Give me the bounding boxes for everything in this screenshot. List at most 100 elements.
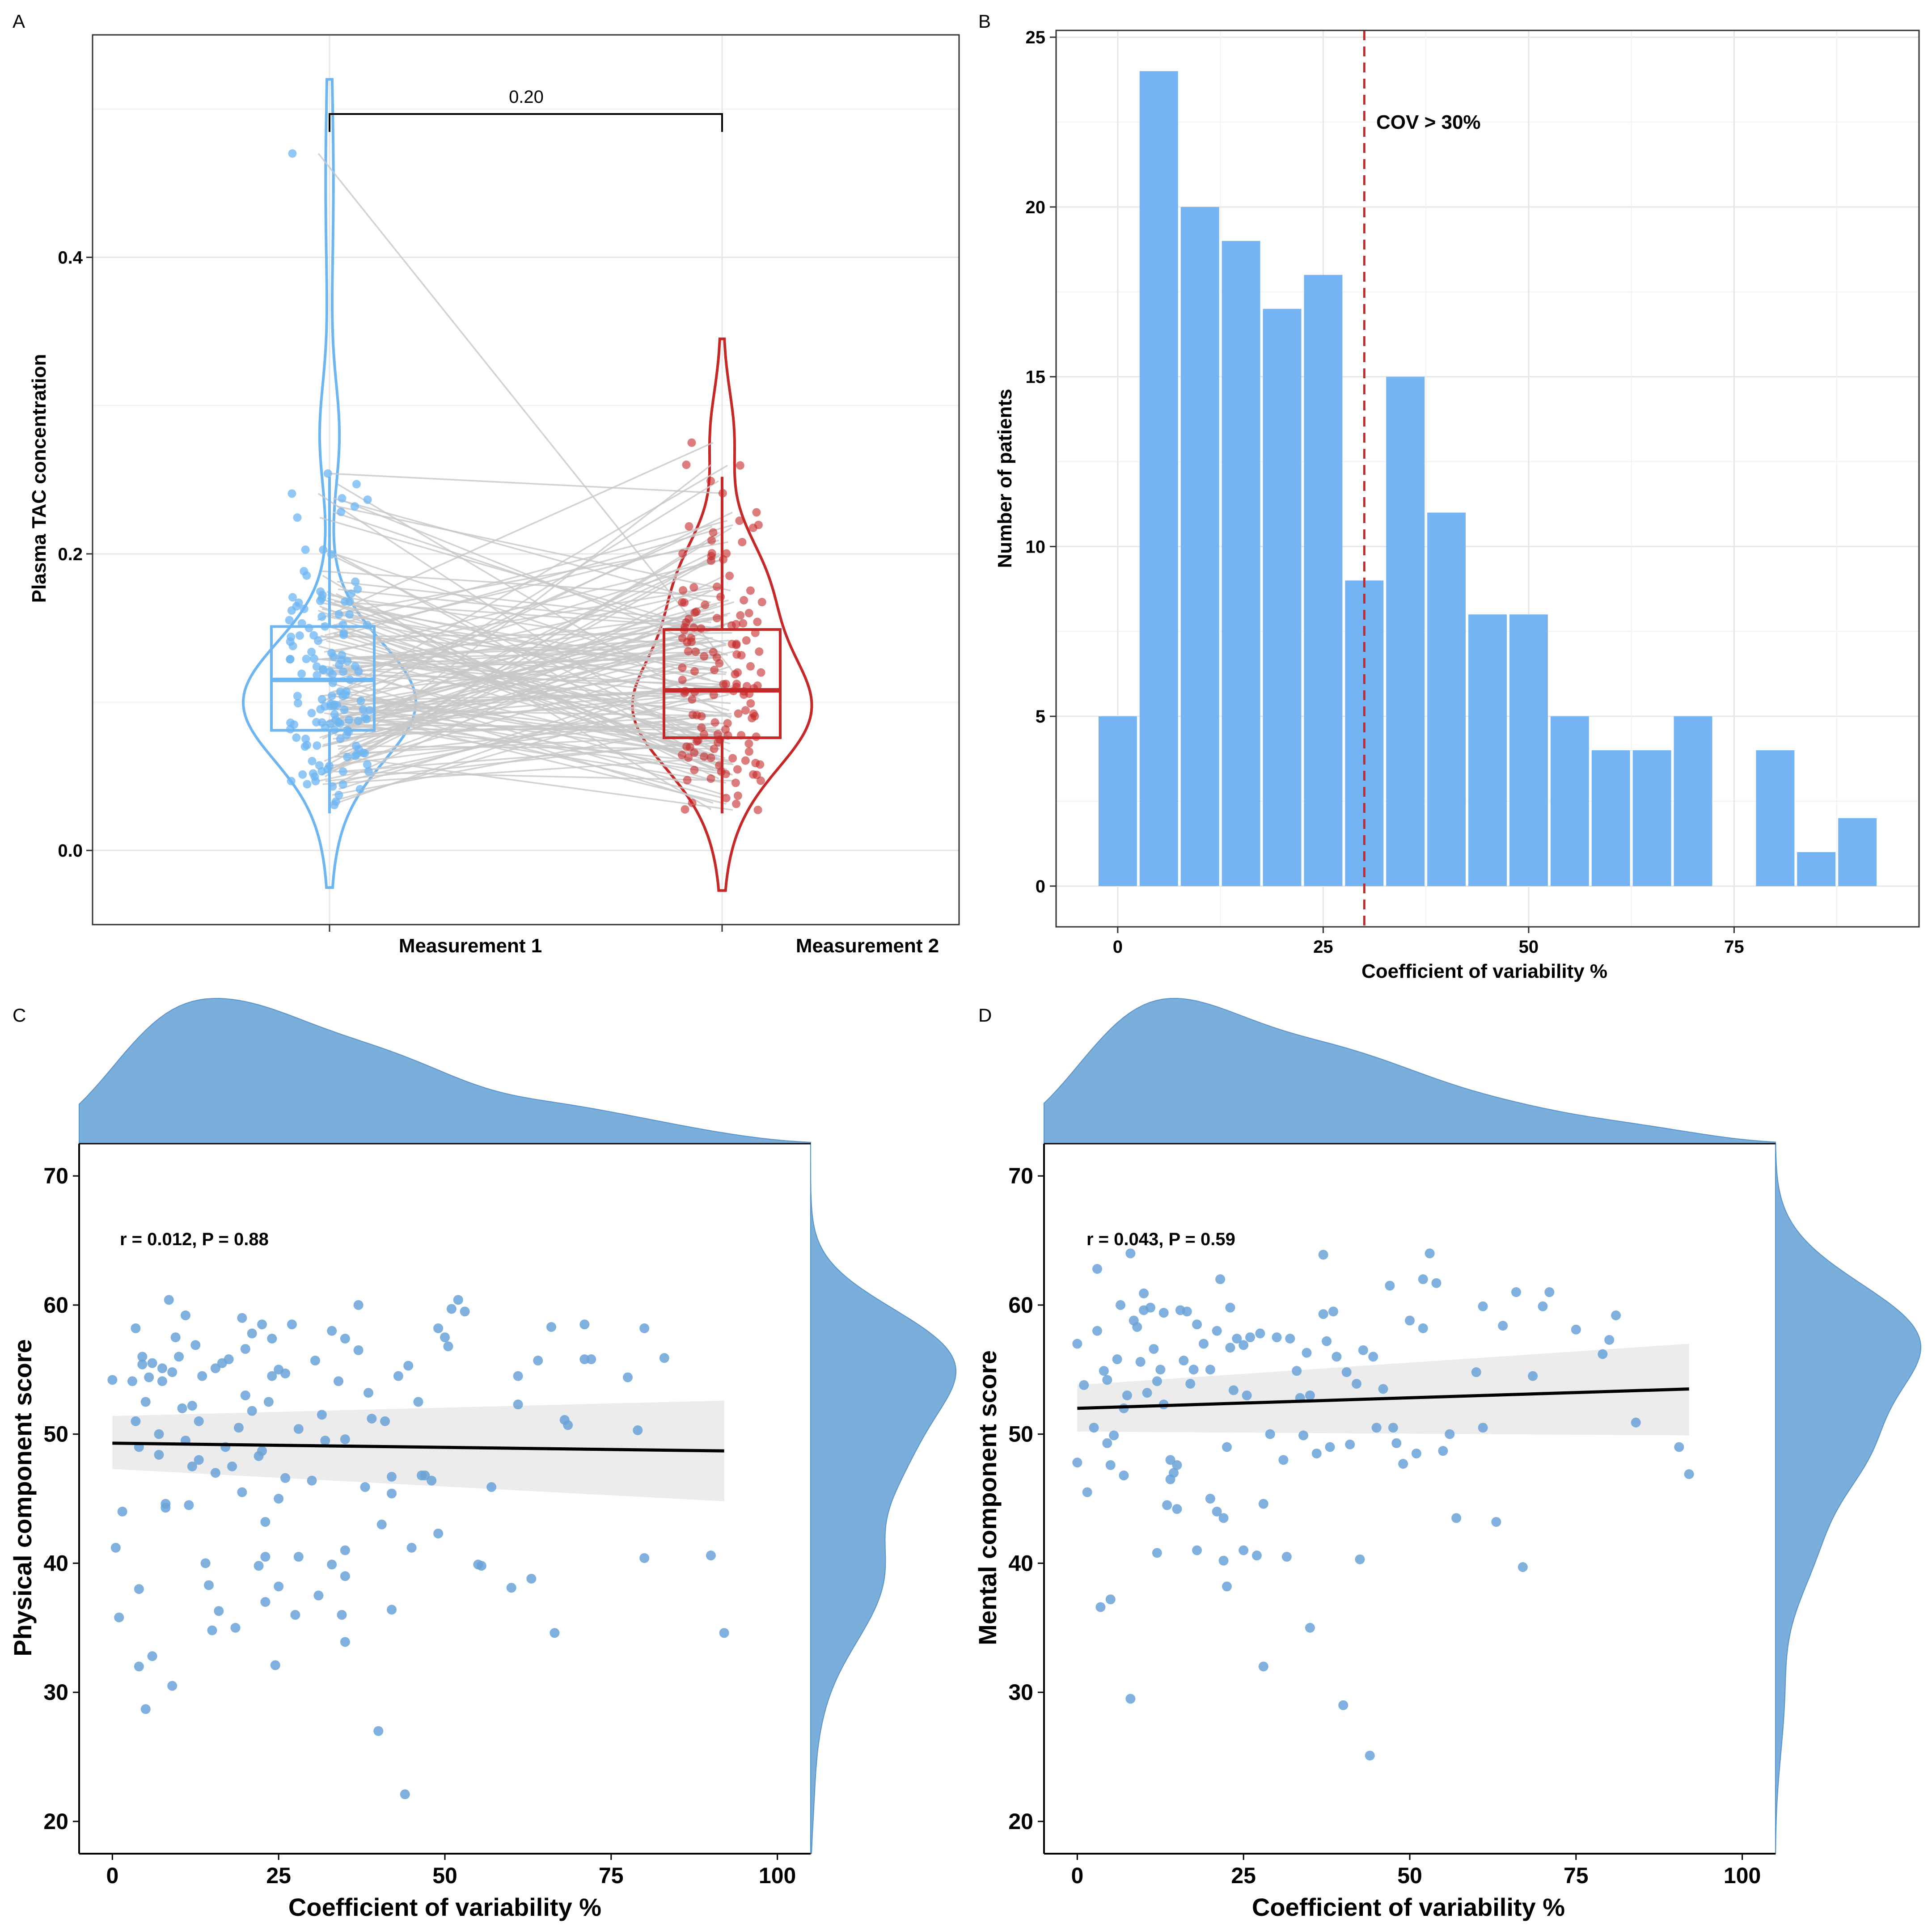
panel-label-b: B	[978, 11, 991, 32]
d-point	[1165, 1455, 1175, 1465]
a-pair-line	[322, 549, 710, 681]
c-point	[400, 1789, 410, 1800]
a-point-m2	[728, 754, 737, 763]
a-point-m1	[297, 669, 306, 678]
c-point	[267, 1371, 277, 1381]
a-pair-line	[334, 770, 734, 782]
a-point-m2	[753, 681, 762, 690]
a-point-m1	[352, 480, 361, 489]
a-point-m1	[315, 761, 324, 770]
d-point	[1302, 1348, 1312, 1358]
a-point-m2	[709, 690, 718, 699]
b-bar	[1632, 750, 1671, 886]
c-point	[134, 1661, 144, 1672]
a-point-m1	[331, 715, 340, 724]
c-point	[207, 1625, 217, 1635]
d-point	[1205, 1365, 1215, 1375]
c-fit-line	[112, 1441, 724, 1453]
c-ytick-label: 40	[43, 1551, 68, 1576]
a-pair-line	[317, 693, 729, 782]
d-point	[1112, 1354, 1122, 1365]
b-bars	[1098, 71, 1877, 886]
c-point	[154, 1429, 164, 1439]
d-point	[1109, 1430, 1119, 1441]
a-point-m1	[343, 752, 352, 761]
a-point-m2	[736, 461, 744, 470]
d-point	[1598, 1349, 1608, 1359]
a-point-m2	[719, 680, 728, 689]
a-ytick-label: 0.4	[58, 248, 83, 268]
d-point	[1438, 1446, 1448, 1456]
c-point	[170, 1332, 181, 1343]
a-pair-line	[327, 698, 724, 799]
d-point	[1684, 1469, 1694, 1479]
a-point-m2	[707, 549, 716, 558]
a-ytick-label: 0.0	[58, 841, 83, 861]
c-point	[533, 1356, 543, 1366]
a-pair-line	[317, 690, 711, 724]
a-point-m1	[301, 734, 310, 743]
a-point-m2	[748, 714, 757, 723]
d-point	[1225, 1302, 1235, 1313]
d-point	[1511, 1287, 1521, 1297]
c-point	[204, 1580, 214, 1590]
a-ytick-label: 0.2	[58, 545, 83, 564]
panel-a: A 0.20 0.0 0.2 0.4 Measurement 1 Measureme…	[13, 11, 960, 957]
d-point	[1611, 1310, 1621, 1321]
d-point	[1518, 1562, 1528, 1572]
c-point	[380, 1416, 390, 1426]
a-point-m1	[295, 631, 304, 640]
c-point	[433, 1323, 444, 1333]
d-point	[1451, 1513, 1462, 1523]
d-point	[1192, 1319, 1202, 1330]
d-point	[1139, 1288, 1149, 1298]
b-xtick-label: 50	[1519, 937, 1539, 957]
a-point-m2	[733, 765, 742, 774]
d-point	[1239, 1545, 1249, 1555]
d-point	[1142, 1388, 1152, 1398]
a-point-m2	[746, 586, 755, 595]
c-point	[110, 1542, 121, 1553]
d-point	[1089, 1423, 1099, 1433]
a-point-m2	[684, 753, 693, 762]
c-point	[147, 1358, 157, 1368]
a-point-m1	[292, 733, 301, 742]
a-pair-line	[326, 640, 722, 740]
d-point	[1325, 1442, 1335, 1452]
c-point	[446, 1304, 457, 1314]
a-point-m1	[363, 495, 372, 504]
c-ytick-label: 60	[43, 1293, 68, 1318]
b-bar	[1386, 376, 1425, 886]
b-bar	[1427, 512, 1466, 886]
c-point	[254, 1561, 264, 1571]
c-point	[140, 1397, 151, 1407]
c-point	[639, 1553, 650, 1563]
a-point-m1	[351, 752, 359, 761]
c-ytick-label: 50	[43, 1422, 68, 1447]
a-point-m1	[288, 593, 297, 602]
c-point	[263, 1397, 274, 1407]
a-point-m2	[710, 665, 719, 674]
a-point-m2	[732, 641, 741, 650]
a-pair-line	[328, 599, 729, 707]
d-point	[1228, 1385, 1239, 1395]
b-bar	[1509, 614, 1548, 886]
c-point	[214, 1606, 224, 1616]
c-point	[200, 1558, 211, 1568]
b-ytick-label: 20	[1026, 198, 1046, 217]
c-point	[403, 1361, 414, 1371]
a-pair-line	[332, 698, 713, 724]
a-point-m2	[700, 730, 709, 739]
d-point	[1358, 1345, 1368, 1355]
d-point	[1278, 1455, 1289, 1465]
c-point	[274, 1494, 284, 1504]
c-point	[290, 1610, 300, 1620]
a-point-m1	[335, 660, 344, 669]
d-point	[1152, 1548, 1162, 1558]
d-xtick-label: 75	[1564, 1863, 1589, 1888]
d-top-density	[1044, 997, 1776, 1144]
a-pair-line	[321, 555, 719, 775]
a-point-m1	[338, 767, 347, 776]
a-point-m1	[331, 797, 340, 806]
a-point-m2	[740, 596, 748, 604]
